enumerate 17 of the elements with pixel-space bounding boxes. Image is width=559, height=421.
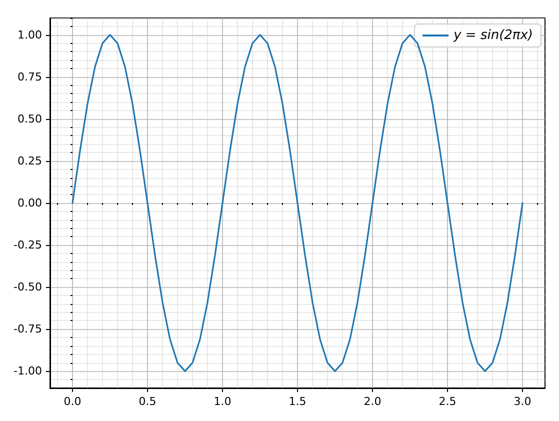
y-tick-label: 1.00: [18, 28, 42, 42]
x-tick-label: 2.0: [364, 395, 382, 408]
x-tick-label: 0.0: [64, 395, 82, 408]
x-tick-label: 1.5: [288, 395, 306, 408]
y-tick-label: -0.25: [14, 238, 42, 252]
y-tick-label: 0.00: [18, 196, 42, 210]
x-tick-label: 2.5: [438, 395, 456, 408]
legend-label: y = sin(2πx): [452, 28, 534, 43]
x-tick-label: 1.0: [214, 395, 232, 408]
y-tick-label: 0.50: [18, 112, 42, 126]
y-tick-label: 0.75: [18, 70, 42, 84]
y-tick-label: -0.50: [14, 280, 42, 294]
x-tick-label: 3.0: [514, 395, 532, 408]
y-tick-label: 0.25: [18, 154, 42, 168]
y-tick-label: -0.75: [14, 322, 42, 336]
y-tick-label: -1.00: [14, 364, 42, 378]
x-tick-label: 0.5: [138, 395, 156, 408]
